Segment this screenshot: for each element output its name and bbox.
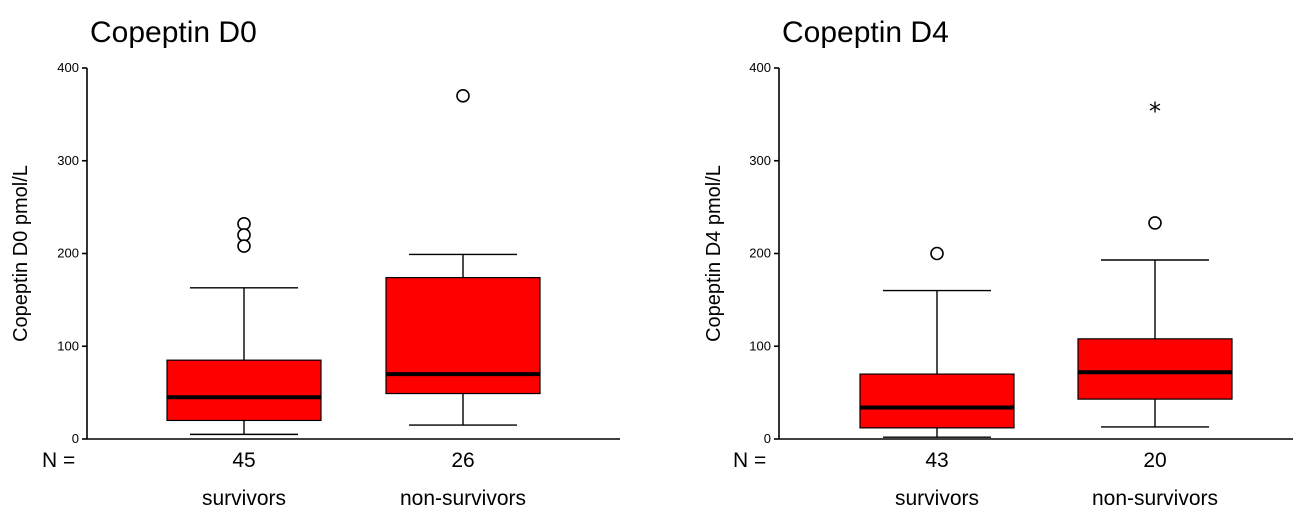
outlier-point	[1148, 216, 1162, 230]
n-label: N =	[733, 449, 766, 472]
outlier-point	[930, 246, 944, 261]
chart-panel-copeptin-d4: Copeptin D4 Copeptin D4 pmol/L 0 100 200 300 4…	[703, 16, 1293, 508]
n-value: 43	[925, 449, 948, 472]
outlier-point	[237, 239, 251, 253]
y-tick-label: 200	[57, 246, 79, 261]
category-label: non-survivors	[1092, 487, 1218, 508]
box-survivors	[859, 373, 1015, 429]
outlier-extreme-marker: *	[1149, 98, 1161, 126]
chart-title: Copeptin D4	[782, 16, 949, 49]
y-axis-label: Copeptin D4 pmol/L	[703, 165, 725, 342]
y-tick-label: 400	[57, 60, 79, 75]
chart-title: Copeptin D0	[90, 16, 257, 49]
n-value: 26	[451, 449, 474, 472]
chart-panel-copeptin-d0: Copeptin D0 Copeptin D0 pmol/L 0 100 200 300 4…	[10, 16, 620, 508]
y-tick-label: 100	[749, 338, 771, 353]
category-label: survivors	[202, 487, 286, 508]
outlier-point	[456, 89, 470, 103]
outlier-point	[237, 217, 251, 231]
n-label: N =	[42, 449, 75, 472]
box-non-survivors	[1077, 338, 1233, 400]
y-tick-label: 300	[749, 153, 771, 168]
box-survivors	[166, 359, 322, 422]
category-label: non-survivors	[400, 487, 526, 508]
y-tick-label: 300	[57, 153, 79, 168]
box-non-survivors	[385, 277, 541, 395]
n-value: 45	[232, 449, 255, 472]
y-axis-label: Copeptin D0 pmol/L	[10, 165, 32, 342]
y-tick-label: 0	[764, 431, 771, 446]
y-tick-label: 0	[72, 431, 79, 446]
y-tick-label: 400	[749, 60, 771, 75]
y-tick-label: 200	[749, 246, 771, 261]
outlier-point	[237, 228, 251, 242]
y-tick-label: 100	[57, 338, 79, 353]
n-value: 20	[1143, 449, 1166, 472]
category-label: survivors	[895, 487, 979, 508]
